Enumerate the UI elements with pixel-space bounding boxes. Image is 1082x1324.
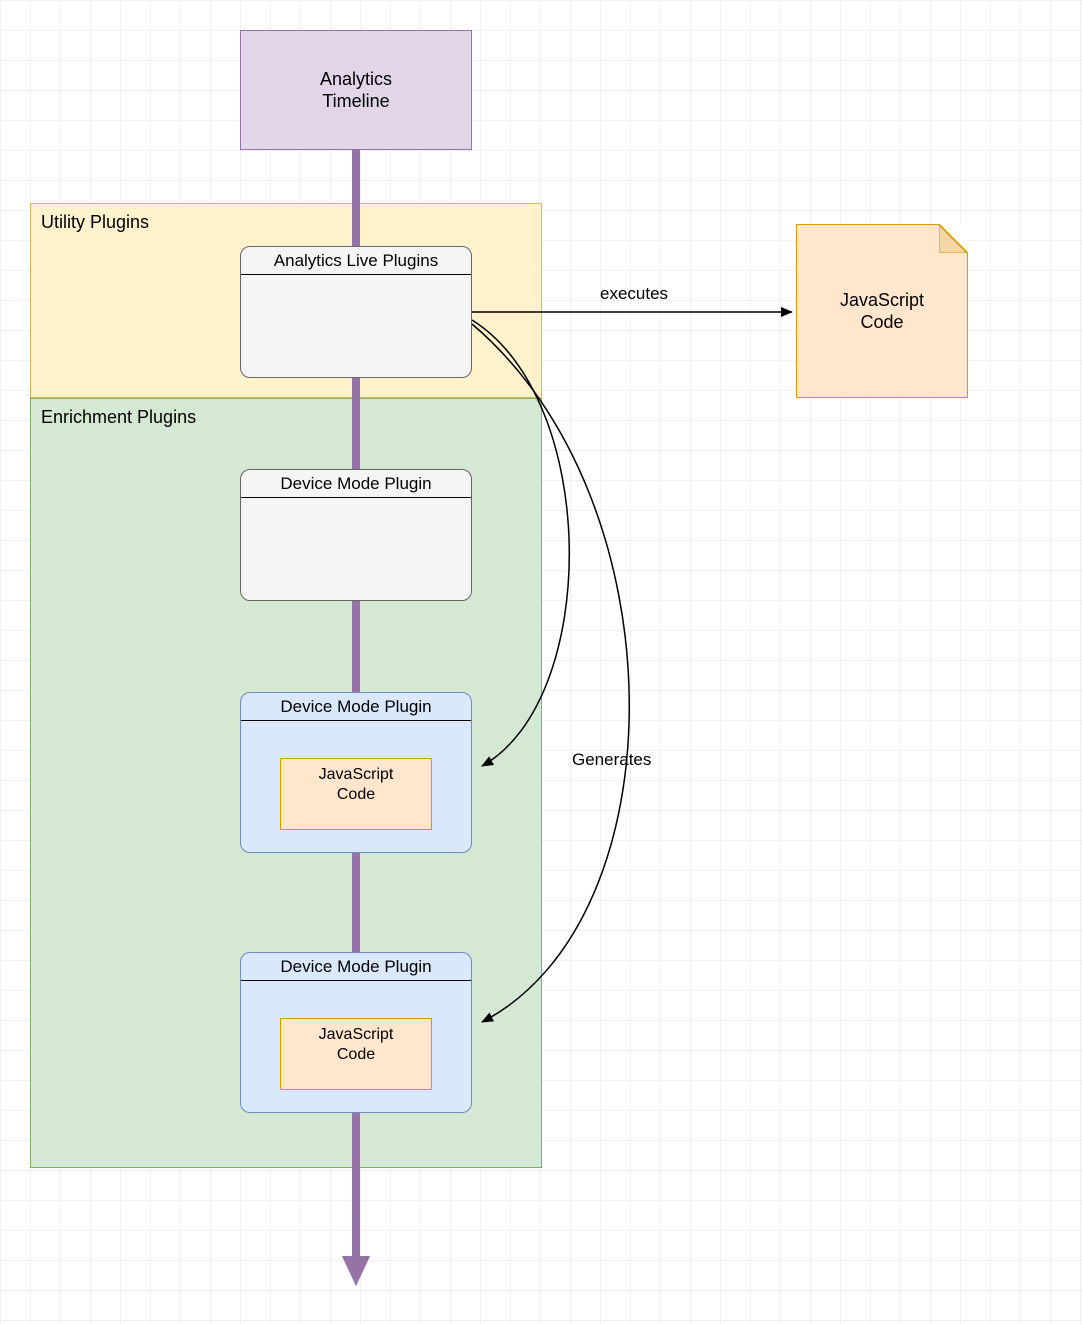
js-code-inner-1: JavaScript Code	[280, 758, 432, 830]
enrichment-plugins-label: Enrichment Plugins	[41, 407, 196, 428]
analytics-live-plugins-header: Analytics Live Plugins	[241, 247, 471, 275]
executes-label: executes	[600, 284, 668, 304]
generates-label: Generates	[572, 750, 651, 770]
diagram-canvas: Utility Plugins Enrichment Plugins Analy…	[0, 0, 1082, 1324]
analytics-timeline-node: Analytics Timeline	[240, 30, 472, 150]
analytics-live-plugins-node: Analytics Live Plugins	[240, 246, 472, 378]
javascript-code-note: JavaScript Code	[796, 224, 968, 398]
device-mode-plugin-2-header: Device Mode Plugin	[241, 693, 471, 721]
utility-plugins-label: Utility Plugins	[41, 212, 149, 233]
device-mode-plugin-1-node: Device Mode Plugin	[240, 469, 472, 601]
device-mode-plugin-1-header: Device Mode Plugin	[241, 470, 471, 498]
device-mode-plugin-3-header: Device Mode Plugin	[241, 953, 471, 981]
js-code-inner-2: JavaScript Code	[280, 1018, 432, 1090]
javascript-code-note-label: JavaScript Code	[797, 225, 967, 397]
